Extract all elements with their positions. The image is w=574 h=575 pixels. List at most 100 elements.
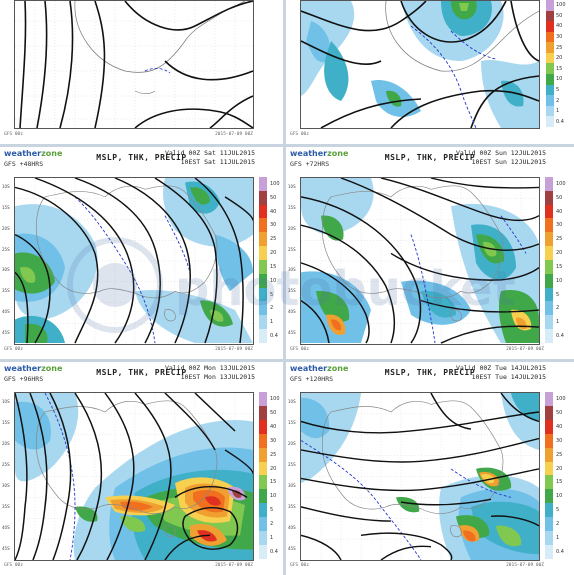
isobar-line <box>114 178 191 344</box>
colorbar-segment <box>546 52 554 64</box>
valid-time-utc: Valid 00Z Mon 13JUL2015 <box>164 364 255 372</box>
colorbar-label: 10 <box>270 493 277 500</box>
precip-area <box>215 234 253 292</box>
colorbar-segment <box>545 232 553 247</box>
latitude-tick: 10S <box>288 399 296 405</box>
colorbar-segment <box>259 287 267 302</box>
horizontal-divider-1 <box>0 144 574 147</box>
latitude-tick: 20S <box>288 225 296 231</box>
isobar-line <box>490 515 539 527</box>
footer-text: GFS 00z <box>4 563 23 568</box>
valid-time-local: 10EST Tue 14JUL2015 <box>471 373 546 381</box>
colorbar-segment <box>546 10 554 22</box>
brand-text-accent: zone <box>41 149 63 158</box>
isobar-line <box>301 300 330 344</box>
colorbar-segment <box>545 419 553 434</box>
footer-text: GFS 00z <box>290 132 309 137</box>
isobar-line <box>15 393 28 560</box>
forecast-hour: GFS +120HRS <box>290 375 334 383</box>
isobar-line <box>164 534 211 560</box>
valid-time-local: 10EST Sun 12JUL2015 <box>471 158 546 166</box>
latitude-tick: 15S <box>2 420 10 426</box>
latitude-tick: 10S <box>2 399 10 405</box>
isobar-line <box>104 393 135 560</box>
isobar-line <box>301 224 396 344</box>
colorbar-label: 2 <box>556 305 560 312</box>
latitude-tick: 35S <box>288 503 296 509</box>
colorbar-label: 5 <box>556 507 560 514</box>
isobar-line <box>15 271 29 344</box>
tasmania-coastline <box>450 525 462 538</box>
map-panel-top-left: GFS 00z 2015-07-09 00Z <box>0 0 283 144</box>
latitude-tick: 45S <box>2 545 10 551</box>
colorbar-segment <box>546 31 554 43</box>
isobar-line <box>380 178 539 222</box>
colorbar-label: 50 <box>270 194 277 201</box>
colorbar-segment <box>259 405 267 420</box>
colorbar-segment <box>259 218 267 233</box>
colorbar-label: 0.4 <box>556 549 564 556</box>
colorbar-segment <box>545 447 553 462</box>
precip-area <box>511 393 539 422</box>
colorbar-segment <box>545 204 553 219</box>
colorbar <box>545 177 553 343</box>
precip-area <box>75 506 98 522</box>
colorbar-segment <box>545 489 553 504</box>
isobar-line <box>154 178 218 344</box>
panel-title: MSLP, THK, PRECIP <box>96 368 187 377</box>
isobar-line <box>15 233 51 344</box>
colorbar-segment <box>545 517 553 532</box>
colorbar <box>545 392 553 559</box>
colorbar-segment <box>259 419 267 434</box>
precip-area <box>396 497 420 513</box>
coastline <box>321 185 504 299</box>
colorbar-segment <box>259 531 267 545</box>
colorbar-label: 50 <box>556 409 563 416</box>
precip-area <box>301 397 330 439</box>
isobar-line <box>29 393 48 560</box>
isobar-line <box>430 393 472 430</box>
tasmania-coastline <box>450 309 462 322</box>
latitude-tick: 20S <box>288 441 296 447</box>
colorbar-segment <box>259 273 267 288</box>
valid-time-utc: Valid 00Z Sun 12JUL2015 <box>455 149 546 157</box>
colorbar-segment <box>259 329 267 343</box>
isobar-line <box>340 178 539 251</box>
colorbar-segment <box>546 105 554 117</box>
isobar-line <box>500 393 539 423</box>
colorbar-label: 0.4 <box>556 118 564 125</box>
brand-text-accent: zone <box>327 364 349 373</box>
colorbar-segment <box>259 503 267 518</box>
colorbar-label: 2 <box>270 305 274 312</box>
colorbar-label: 40 <box>556 208 563 215</box>
latitude-tick: 30S <box>2 482 10 488</box>
horizontal-divider-2 <box>0 359 574 362</box>
footer-text: GFS 00z <box>4 347 23 352</box>
colorbar-label: 100 <box>556 395 566 402</box>
colorbar-segment <box>259 489 267 504</box>
colorbar-segment <box>259 392 267 406</box>
isobar-line <box>301 411 539 434</box>
brand-text: weather <box>290 149 328 158</box>
colorbar-label: 5 <box>270 507 274 514</box>
map-area <box>300 0 540 129</box>
latitude-tick: 20S <box>2 225 10 231</box>
colorbar-segment <box>545 315 553 330</box>
weather-map <box>301 393 539 560</box>
colorbar-segment <box>259 177 267 191</box>
brand-text: weather <box>4 149 42 158</box>
colorbar-label: 15 <box>270 479 277 486</box>
timestamp: 2015-07-09 00Z <box>506 563 544 568</box>
colorbar-label: 15 <box>556 65 563 72</box>
latitude-tick: 40S <box>288 308 296 314</box>
latitude-tick: 20S <box>2 441 10 447</box>
isobar-line <box>174 486 248 498</box>
brand-text-accent: zone <box>41 364 63 373</box>
isobar-line <box>224 196 253 221</box>
colorbar <box>259 392 267 559</box>
colorbar-segment <box>545 259 553 274</box>
isobar-line <box>360 532 453 560</box>
latitude-tick: 25S <box>2 246 10 252</box>
isobar-line <box>194 178 244 344</box>
thickness-line <box>74 196 156 344</box>
